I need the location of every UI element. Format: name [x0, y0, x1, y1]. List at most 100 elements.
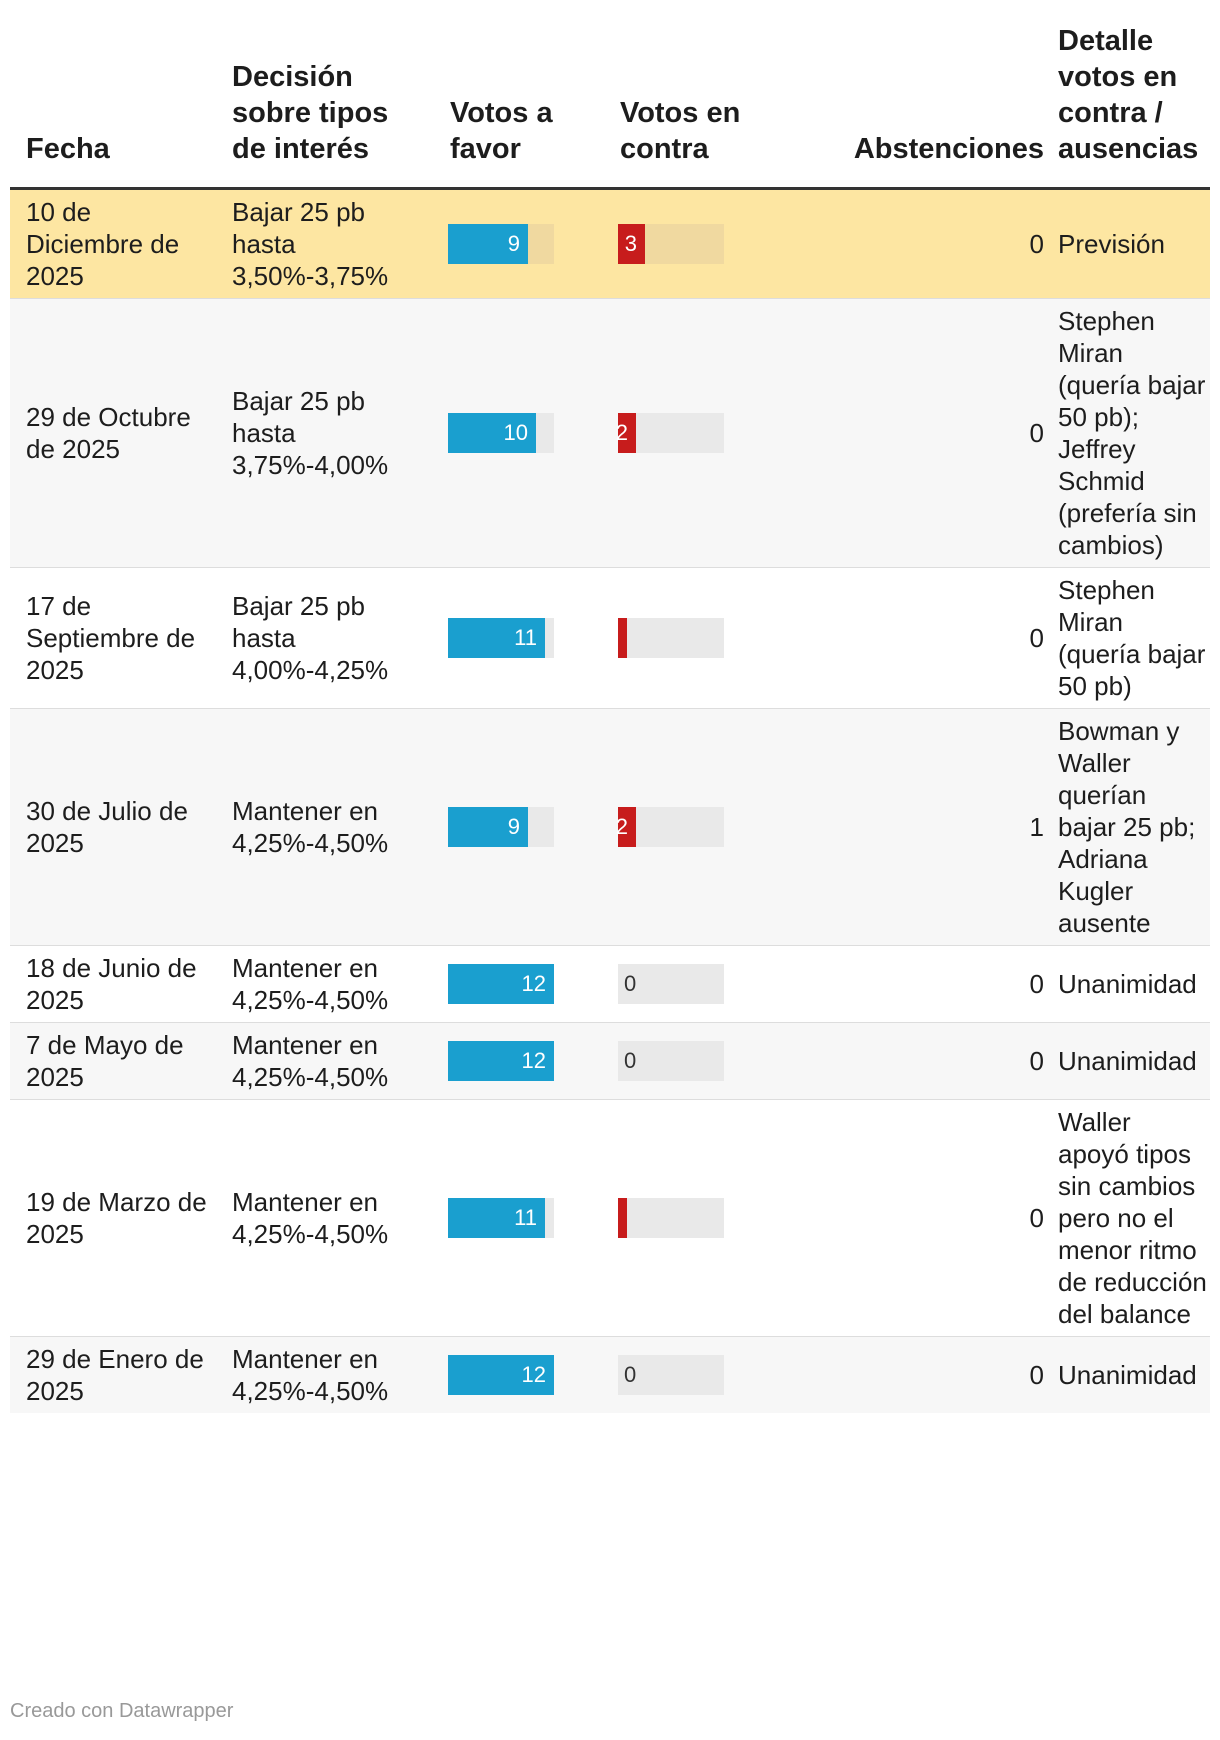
fed-votes-table: Fecha Decisión sobre tipos de interés Vo… — [10, 0, 1210, 1413]
cell-detalle: Waller apoyó tipos sin cambios pero no e… — [1052, 1099, 1210, 1337]
col-header-abstenciones[interactable]: Abstenciones — [774, 0, 1052, 190]
cell-abstenciones: 0 — [774, 298, 1052, 568]
cell-abstenciones: 0 — [774, 567, 1052, 709]
table-body: 10 de Diciembre de 2025 Bajar 25 pb hasta… — [10, 188, 1210, 1413]
bar-value-label: 1 — [606, 624, 619, 650]
cell-fecha: 29 de Octubre de 2025 — [10, 298, 216, 568]
table-row: 29 de Enero de 2025 Mantener en 4,25%-4,5… — [10, 1336, 1210, 1413]
cell-abstenciones: 0 — [774, 945, 1052, 1023]
bar-track-favor: 9 — [448, 223, 554, 264]
cell-votos-contra: 0 — [604, 1022, 774, 1100]
cell-votos-contra: 2 — [604, 708, 774, 946]
bar-value-label: 2 — [615, 419, 628, 445]
bar-track-favor: 11 — [448, 1197, 554, 1238]
cell-detalle: Unanimidad — [1052, 945, 1210, 1023]
cell-abstenciones: 1 — [774, 708, 1052, 946]
cell-votos-favor: 11 — [434, 567, 604, 709]
bar-track-favor: 12 — [448, 1040, 554, 1081]
cell-decision: Mantener en 4,25%-4,50% — [216, 1099, 434, 1337]
cell-detalle: Stephen Miran (quería bajar 50 pb) — [1052, 567, 1210, 709]
bar-contra — [618, 412, 636, 453]
cell-votos-favor: 11 — [434, 1099, 604, 1337]
bar-contra — [618, 223, 645, 264]
cell-decision: Mantener en 4,25%-4,50% — [216, 708, 434, 946]
table-row: 30 de Julio de 2025 Mantener en 4,25%-4,5… — [10, 708, 1210, 946]
cell-fecha: 18 de Junio de 2025 — [10, 945, 216, 1023]
bar-value-label: 0 — [624, 970, 637, 996]
table-row: 19 de Marzo de 2025 Mantener en 4,25%-4,5… — [10, 1099, 1210, 1337]
col-header-decision[interactable]: Decisión sobre tipos de interés — [216, 0, 434, 190]
cell-detalle: Previsión — [1052, 188, 1210, 299]
bar-track-favor: 11 — [448, 617, 554, 658]
bar-favor — [448, 963, 554, 1004]
bar-value-label: 9 — [507, 813, 520, 839]
cell-detalle: Unanimidad — [1052, 1336, 1210, 1413]
bar-contra — [618, 806, 636, 847]
bar-value-label: 11 — [514, 1204, 537, 1230]
cell-fecha: 7 de Mayo de 2025 — [10, 1022, 216, 1100]
col-header-votos-contra[interactable]: Votos en contra — [604, 0, 774, 190]
bar-track-contra: 0 — [618, 963, 724, 1004]
cell-decision: Mantener en 4,25%-4,50% — [216, 945, 434, 1023]
cell-fecha: 17 de Septiembre de 2025 — [10, 567, 216, 709]
cell-votos-contra: 3 — [604, 188, 774, 299]
bar-value-label: 11 — [514, 624, 537, 650]
cell-detalle: Stephen Miran (quería bajar 50 pb); Jeff… — [1052, 298, 1210, 568]
cell-decision: Mantener en 4,25%-4,50% — [216, 1336, 434, 1413]
cell-votos-favor: 12 — [434, 945, 604, 1023]
bar-value-label: 12 — [521, 970, 546, 996]
bar-track-contra: 0 — [618, 1354, 724, 1395]
table-row: 18 de Junio de 2025 Mantener en 4,25%-4,5… — [10, 945, 1210, 1023]
cell-fecha: 19 de Marzo de 2025 — [10, 1099, 216, 1337]
cell-abstenciones: 0 — [774, 1336, 1052, 1413]
bar-track-favor: 10 — [448, 412, 554, 453]
col-header-detalle[interactable]: Detalle votos en contra / ausencias — [1052, 0, 1210, 190]
bar-track-favor: 12 — [448, 963, 554, 1004]
cell-decision: Bajar 25 pb hasta 3,50%-3,75% — [216, 188, 434, 299]
cell-fecha: 30 de Julio de 2025 — [10, 708, 216, 946]
cell-abstenciones: 0 — [774, 188, 1052, 299]
bar-value-label: 2 — [615, 813, 628, 839]
bar-track-contra: 3 — [618, 223, 724, 264]
col-header-fecha[interactable]: Fecha — [10, 0, 216, 190]
cell-decision: Mantener en 4,25%-4,50% — [216, 1022, 434, 1100]
bar-track-contra: 0 — [618, 1040, 724, 1081]
bar-favor — [448, 1354, 554, 1395]
bar-track-contra: 1 — [607, 1197, 724, 1238]
bar-value-label: 0 — [624, 1361, 637, 1387]
cell-votos-favor: 12 — [434, 1022, 604, 1100]
cell-detalle: Bowman y Waller querían bajar 25 pb; Adr… — [1052, 708, 1210, 946]
bar-value-label: 9 — [507, 230, 520, 256]
bar-favor — [448, 223, 528, 264]
cell-votos-contra: 0 — [604, 945, 774, 1023]
datawrapper-credit[interactable]: Creado con Datawrapper — [10, 1700, 234, 1722]
cell-votos-favor: 10 — [434, 298, 604, 568]
bar-track-contra: 2 — [615, 412, 724, 453]
bar-track-contra: 1 — [607, 617, 724, 658]
bar-value-label: 1 — [606, 1204, 619, 1230]
col-header-votos-favor[interactable]: Votos a favor — [434, 0, 604, 190]
bar-value-label: 0 — [624, 1047, 637, 1073]
table-row: 29 de Octubre de 2025 Bajar 25 pb hasta 3… — [10, 298, 1210, 568]
cell-detalle: Unanimidad — [1052, 1022, 1210, 1100]
table-header-row: Fecha Decisión sobre tipos de interés Vo… — [10, 0, 1210, 190]
bar-favor — [448, 1197, 545, 1238]
bar-favor — [448, 806, 528, 847]
bar-track-favor: 9 — [448, 806, 554, 847]
cell-votos-contra: 1 — [604, 567, 774, 709]
table-row: 17 de Septiembre de 2025 Bajar 25 pb hast… — [10, 567, 1210, 709]
cell-fecha: 10 de Diciembre de 2025 — [10, 188, 216, 299]
bar-favor — [448, 617, 545, 658]
cell-votos-favor: 12 — [434, 1336, 604, 1413]
bar-contra — [618, 617, 627, 658]
cell-votos-contra: 1 — [604, 1099, 774, 1337]
cell-abstenciones: 0 — [774, 1099, 1052, 1337]
cell-votos-contra: 2 — [604, 298, 774, 568]
bar-favor — [448, 412, 536, 453]
bar-value-label: 3 — [624, 230, 637, 256]
bar-track-contra: 2 — [615, 806, 724, 847]
bar-favor — [448, 1040, 554, 1081]
vote-table-container: Fecha Decisión sobre tipos de interés Vo… — [10, 0, 1210, 1413]
cell-votos-favor: 9 — [434, 708, 604, 946]
bar-value-label: 12 — [521, 1047, 546, 1073]
